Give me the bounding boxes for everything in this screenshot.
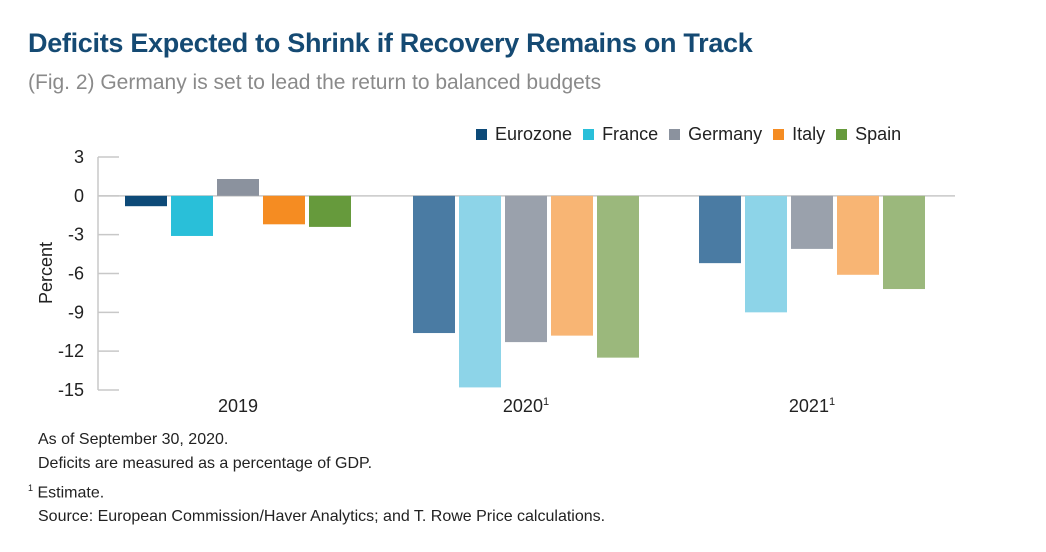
bar-eurozone-2020	[413, 195, 455, 334]
note-measure: Deficits are measured as a percentage of…	[38, 455, 373, 472]
y-tick-label: 0	[74, 186, 84, 206]
bar-spain-2019	[309, 195, 351, 227]
bar-italy-2021	[837, 195, 879, 275]
note-footnote: 1 Estimate.	[28, 476, 595, 505]
bar-italy-2020	[551, 195, 593, 336]
bar-germany-2020	[505, 195, 547, 343]
note-as-of: As of September 30, 2020.	[38, 431, 229, 448]
legend-label-spain: Spain	[855, 124, 902, 144]
bar-italy-2019	[263, 195, 305, 225]
bar-spain-2020	[597, 195, 639, 358]
bar-germany-2021	[791, 195, 833, 249]
y-axis-label: Percent	[36, 242, 56, 304]
bar-germany-2019	[217, 179, 259, 196]
x-tick-label: 20211	[789, 396, 835, 416]
y-tick-label: -12	[58, 341, 84, 361]
legend-item-france: France	[583, 124, 658, 145]
chart-notes: As of September 30, 2020. Deficits are m…	[28, 428, 606, 529]
bar-france-2020	[459, 195, 501, 388]
legend-swatch-italy	[773, 129, 785, 140]
x-tick-superscript: 1	[543, 396, 549, 408]
x-tick-label: 20201	[503, 396, 549, 416]
footnote-marker: 1	[28, 483, 34, 493]
legend-item-spain: Spain	[836, 124, 901, 145]
legend-swatch-spain	[836, 129, 848, 140]
y-tick-label: 3	[74, 147, 84, 167]
chart-title: Deficits Expected to Shrink if Recovery …	[28, 28, 753, 58]
legend-item-italy: Italy	[773, 124, 825, 145]
y-tick-label: -3	[68, 225, 84, 245]
bar-france-2019	[171, 195, 213, 236]
y-tick-label: -15	[58, 380, 84, 400]
legend-item-eurozone: Eurozone	[476, 124, 572, 145]
legend-label-italy: Italy	[792, 124, 826, 144]
y-tick-label: -9	[68, 302, 84, 322]
bar-eurozone-2019	[125, 195, 167, 207]
legend-swatch-eurozone	[476, 129, 487, 140]
bar-france-2021	[745, 195, 787, 313]
legend-item-germany: Germany	[669, 124, 762, 145]
legend-swatch-france	[583, 129, 595, 140]
legend-swatch-germany	[669, 129, 681, 140]
x-tick-superscript: 1	[829, 396, 835, 408]
legend-label-germany: Germany	[688, 124, 763, 144]
legend-label-france: France	[602, 124, 659, 144]
footnote-text: Estimate.	[37, 484, 105, 502]
legend-label-eurozone: Eurozone	[495, 124, 573, 144]
bar-eurozone-2021	[699, 195, 741, 264]
legend: Eurozone France Germany Italy Spain	[476, 124, 912, 145]
chart-subtitle: (Fig. 2) Germany is set to lead the retu…	[28, 71, 602, 94]
note-source: Source: European Commission/Haver Analyt…	[38, 508, 606, 526]
y-tick-label: -6	[68, 264, 84, 284]
x-tick-label: 2019	[218, 396, 258, 416]
bar-spain-2021	[883, 195, 925, 290]
